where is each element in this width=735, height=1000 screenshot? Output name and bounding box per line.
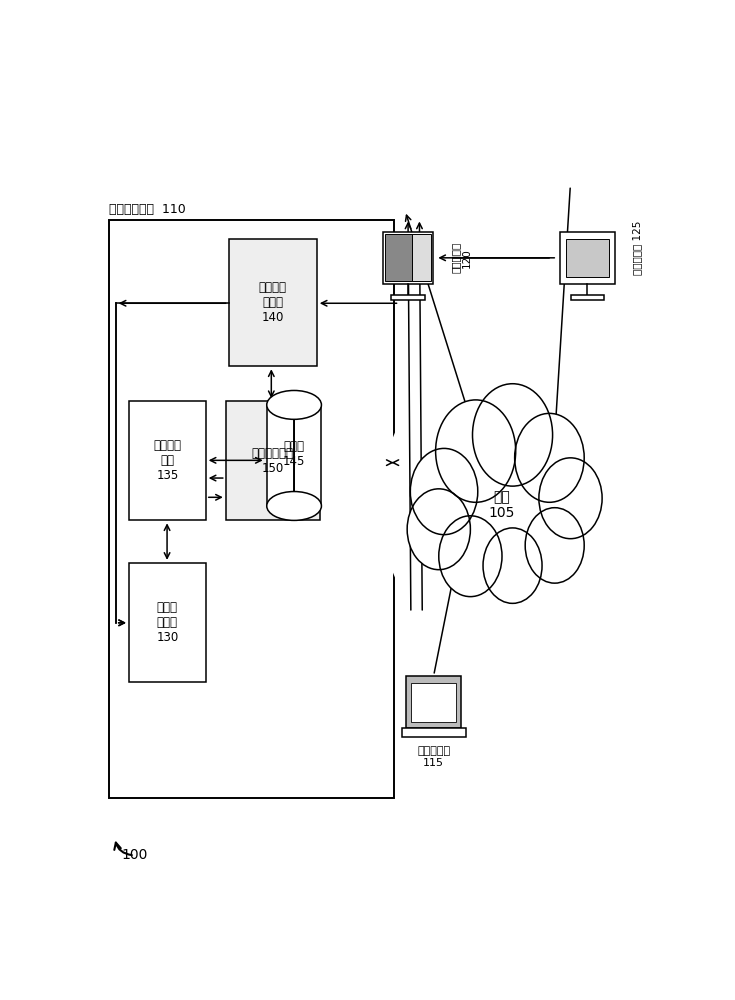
Text: 网络
105: 网络 105 <box>489 490 515 520</box>
Ellipse shape <box>514 413 584 502</box>
Ellipse shape <box>381 350 623 660</box>
Bar <box>570 295 604 300</box>
Bar <box>226 401 320 520</box>
Bar <box>406 676 462 728</box>
Text: 内容请
求模块
130: 内容请 求模块 130 <box>157 601 179 644</box>
Ellipse shape <box>526 508 584 583</box>
Bar <box>129 563 206 682</box>
Text: 100: 100 <box>121 848 148 862</box>
Ellipse shape <box>539 458 602 539</box>
Ellipse shape <box>267 492 321 520</box>
Text: 数据库
145: 数据库 145 <box>283 440 305 468</box>
Bar <box>267 405 321 506</box>
Ellipse shape <box>483 528 542 603</box>
Bar <box>385 234 412 281</box>
Bar <box>229 239 317 366</box>
Bar <box>402 728 465 737</box>
Bar <box>109 220 394 798</box>
Text: 脚本提供
者模块
140: 脚本提供 者模块 140 <box>259 281 287 324</box>
Bar <box>565 239 609 277</box>
Bar <box>560 232 614 284</box>
Text: 内容推荐模块
150: 内容推荐模块 150 <box>251 447 294 475</box>
Bar <box>383 232 433 284</box>
Bar <box>391 295 425 300</box>
Ellipse shape <box>407 489 470 570</box>
Ellipse shape <box>473 384 553 486</box>
Text: 数据处理系统  110: 数据处理系统 110 <box>109 203 186 216</box>
Text: 内容发布者
120: 内容发布者 120 <box>451 242 472 273</box>
Text: 内容选择
模块
135: 内容选择 模块 135 <box>154 439 182 482</box>
Ellipse shape <box>439 516 502 597</box>
Ellipse shape <box>436 400 516 502</box>
Text: 客户端设备 125: 客户端设备 125 <box>633 220 642 275</box>
Bar <box>412 234 431 281</box>
Text: 内容提供者
115: 内容提供者 115 <box>417 746 451 768</box>
Ellipse shape <box>267 390 321 419</box>
Bar <box>412 683 456 722</box>
Ellipse shape <box>410 448 478 535</box>
Bar <box>129 401 206 520</box>
